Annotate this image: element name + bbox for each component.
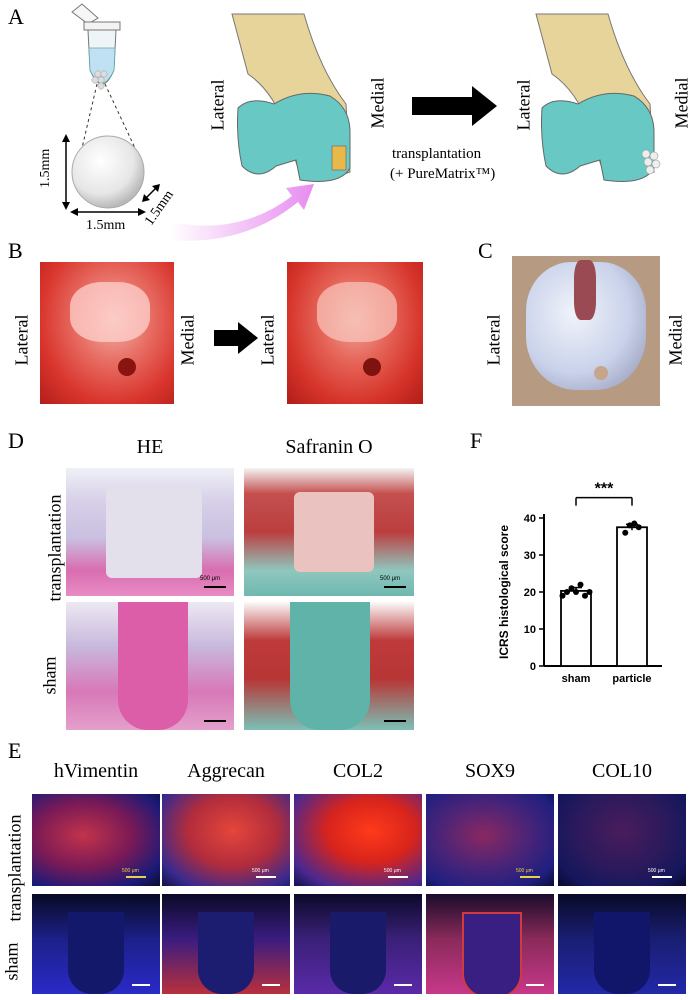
lateral-label-a2: Lateral bbox=[513, 79, 534, 131]
data-point bbox=[573, 589, 579, 595]
y-tick-label: 40 bbox=[524, 513, 536, 525]
panel-a-illustration bbox=[62, 3, 661, 241]
col-label-safranin: Safranin O bbox=[285, 436, 373, 458]
lateral-label-a1: Lateral bbox=[207, 79, 228, 131]
tube-illustration bbox=[71, 3, 121, 90]
medial-label-a2: Medial bbox=[671, 77, 692, 129]
transplant-subtext: (+ PureMatrix™) bbox=[390, 166, 496, 182]
data-point bbox=[582, 592, 588, 599]
bar-particle bbox=[616, 526, 648, 667]
row-label-d-sham: sham bbox=[39, 656, 60, 695]
panel-letter-c: C bbox=[478, 238, 493, 263]
col-label-e-3: COL2 bbox=[333, 760, 383, 782]
lateral-label-b2: Lateral bbox=[257, 314, 278, 366]
col-label-he: HE bbox=[136, 436, 164, 458]
row-label-e-transplant: transplantation bbox=[4, 814, 25, 922]
dim-label-horizontal: 1.5mm bbox=[86, 218, 126, 233]
histology-saf-transplant: 500 μm bbox=[244, 468, 414, 596]
scale-text-d1: 500 μm bbox=[200, 576, 221, 582]
y-tick-label: 10 bbox=[524, 624, 536, 636]
if-aggrecan-transplant: 500 μm bbox=[162, 794, 290, 886]
data-point bbox=[635, 524, 642, 531]
col-label-e-4: SOX9 bbox=[464, 760, 515, 782]
if-hvimentin-transplant: 500 μm bbox=[32, 794, 160, 886]
panel-letter-e: E bbox=[8, 738, 22, 763]
lateral-label-c: Lateral bbox=[483, 314, 504, 366]
data-point bbox=[564, 589, 570, 595]
data-point bbox=[568, 585, 575, 592]
data-point bbox=[631, 520, 638, 527]
data-point bbox=[622, 529, 629, 536]
if-sox9-sham bbox=[426, 894, 554, 994]
if-col10-sham bbox=[558, 894, 686, 994]
panel-letter-f: F bbox=[470, 428, 483, 453]
panel-letter-d: D bbox=[8, 428, 24, 453]
femur-illustration-1 bbox=[231, 13, 351, 182]
femur-illustration-2 bbox=[535, 13, 661, 182]
scale-text-e3: 500 μm bbox=[384, 868, 401, 874]
col-label-e-5: COL10 bbox=[592, 760, 652, 782]
y-tick-label: 30 bbox=[524, 550, 536, 562]
histology-he-sham bbox=[66, 602, 234, 730]
transplant-arrow bbox=[412, 86, 497, 126]
panel-letter-b: B bbox=[8, 238, 23, 263]
icrs-bar-chart: 0 10 20 30 40 ICRS histological score sham part… bbox=[497, 481, 662, 685]
arrow-b bbox=[214, 322, 258, 354]
scale-text-d2: 500 μm bbox=[380, 576, 401, 582]
knee-photo-explant bbox=[512, 256, 660, 406]
y-tick-label: 20 bbox=[524, 587, 536, 599]
if-aggrecan-sham bbox=[162, 894, 290, 994]
medial-label-a1: Medial bbox=[367, 77, 388, 129]
x-tick-label: particle bbox=[612, 673, 651, 685]
medial-label-c: Medial bbox=[665, 314, 686, 366]
scale-text-e5: 500 μm bbox=[648, 868, 665, 874]
if-col10-transplant: 500 μm bbox=[558, 794, 686, 886]
knee-photo-after bbox=[287, 262, 423, 404]
significance-label: *** bbox=[595, 481, 614, 498]
if-col2-sham bbox=[294, 894, 422, 994]
histology-saf-sham bbox=[244, 602, 414, 730]
if-col2-transplant: 500 μm bbox=[294, 794, 422, 886]
medial-label-b1: Medial bbox=[177, 314, 198, 366]
row-label-e-sham: sham bbox=[1, 942, 22, 981]
col-label-e-2: Aggrecan bbox=[187, 760, 265, 782]
lateral-label-b1: Lateral bbox=[11, 314, 32, 366]
if-sox9-transplant: 500 μm bbox=[426, 794, 554, 886]
dim-label-vertical: 1.5mm bbox=[38, 148, 53, 188]
histology-he-transplant: 500 μm bbox=[66, 468, 234, 596]
particle-sphere bbox=[71, 135, 145, 209]
panel-letter-a: A bbox=[8, 4, 24, 29]
data-point bbox=[559, 592, 566, 599]
bar-sham bbox=[560, 589, 592, 667]
if-hvimentin-sham bbox=[32, 894, 160, 994]
y-axis-label: ICRS histological score bbox=[497, 525, 511, 659]
data-point bbox=[586, 589, 593, 595]
scale-text-e2: 500 μm bbox=[252, 868, 269, 874]
y-tick-label: 0 bbox=[530, 661, 536, 673]
row-label-d-transplant: transplantation bbox=[44, 494, 65, 602]
knee-photo-before bbox=[40, 262, 174, 404]
data-point bbox=[626, 522, 633, 529]
scale-text-e4: 500 μm bbox=[516, 868, 533, 874]
data-point bbox=[577, 581, 584, 588]
x-tick-label: sham bbox=[562, 673, 591, 685]
col-label-e-1: hVimentin bbox=[53, 760, 139, 782]
scale-text-e1: 500 μm bbox=[122, 868, 139, 874]
transplant-text: transplantation bbox=[392, 146, 482, 162]
